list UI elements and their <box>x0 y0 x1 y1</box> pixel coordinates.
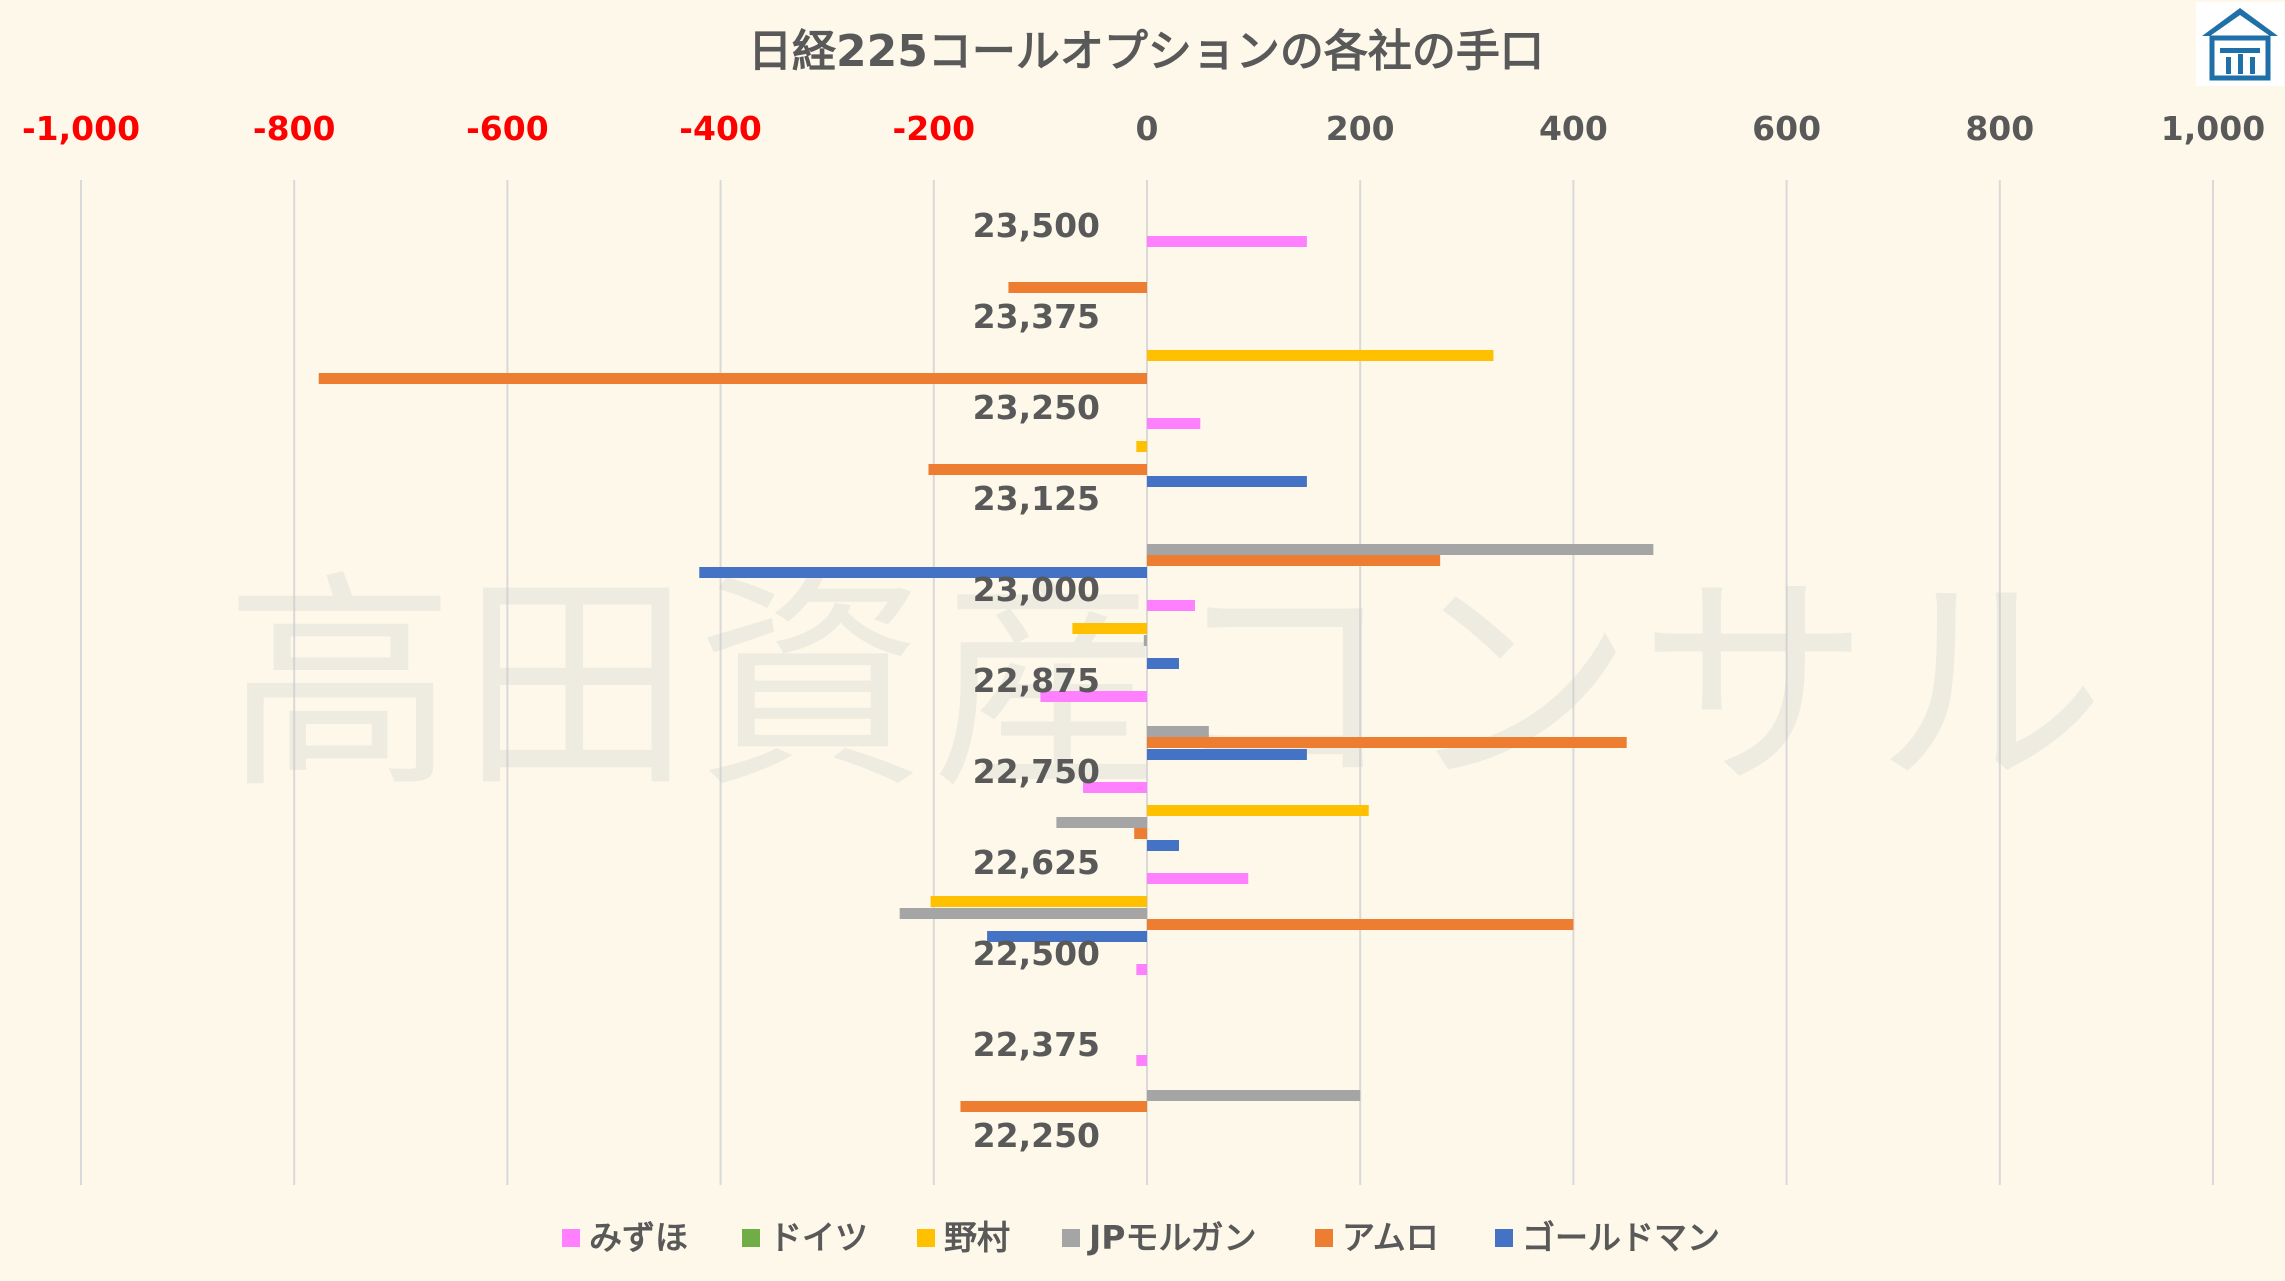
legend-label: ドイツ <box>769 1218 868 1257</box>
x-tick-label: -600 <box>466 109 549 148</box>
legend-swatch <box>742 1229 760 1247</box>
bar <box>1147 658 1179 669</box>
legend-swatch <box>917 1229 935 1247</box>
chart-title: 日経225コールオプションの各社の手口 <box>748 26 1544 77</box>
category-label: 22,375 <box>973 1025 1100 1064</box>
bar <box>1147 1090 1361 1101</box>
legend-label: みずほ <box>589 1218 688 1257</box>
bar <box>930 896 1147 907</box>
bar <box>1040 691 1147 702</box>
bar <box>1147 873 1249 884</box>
legend: みずほ ドイツ 野村 JPモルガン アムロ ゴールドマン <box>562 1218 1720 1257</box>
category-labels: 23,500 23,375 23,250 23,125 23,000 22,875 22,7… <box>973 206 1100 1155</box>
bar <box>1008 282 1147 293</box>
legend-swatch <box>562 1229 580 1247</box>
x-tick-label: -800 <box>253 109 336 148</box>
bar <box>899 908 1147 919</box>
category-label: 22,500 <box>973 934 1100 973</box>
category-label: 22,250 <box>973 1116 1100 1155</box>
category-label: 23,375 <box>973 297 1100 336</box>
bar <box>1147 919 1574 930</box>
category-label: 22,750 <box>973 752 1100 791</box>
x-tick-label: 1,000 <box>2161 109 2265 148</box>
category-label: 22,625 <box>973 843 1100 882</box>
gridlines <box>80 180 2214 1185</box>
legend-swatch <box>1315 1229 1333 1247</box>
bar <box>1147 805 1369 816</box>
bar <box>1136 441 1147 452</box>
bar <box>1056 817 1147 828</box>
bar <box>1147 726 1209 737</box>
bar <box>1147 418 1201 429</box>
x-tick-label: -400 <box>679 109 762 148</box>
x-tick-label: 600 <box>1752 109 1821 148</box>
category-label: 23,125 <box>973 479 1100 518</box>
x-tick-label: -1,000 <box>22 109 140 148</box>
bar <box>1147 544 1654 555</box>
bar <box>1147 555 1441 566</box>
bars <box>318 236 1654 1112</box>
logo-icon <box>2196 2 2284 86</box>
x-tick-label: 400 <box>1539 109 1608 148</box>
category-label: 23,250 <box>973 388 1100 427</box>
x-tick-label: 0 <box>1136 109 1159 148</box>
bar <box>1147 350 1494 361</box>
bar <box>987 931 1147 942</box>
bar <box>1147 236 1307 247</box>
legend-swatch <box>1062 1229 1080 1247</box>
bar <box>1072 623 1147 634</box>
x-tick-label: 200 <box>1326 109 1395 148</box>
category-label: 23,500 <box>973 206 1100 245</box>
bar <box>960 1101 1147 1112</box>
bar <box>1147 476 1307 487</box>
bar <box>1147 840 1179 851</box>
bar <box>1147 600 1195 611</box>
bar <box>1136 964 1147 975</box>
bar <box>1143 635 1147 646</box>
x-tick-label: -200 <box>893 109 976 148</box>
bar <box>1136 1055 1147 1066</box>
bar <box>1147 749 1307 760</box>
category-label: 23,000 <box>973 570 1100 609</box>
bar <box>1134 828 1147 839</box>
bar <box>928 464 1147 475</box>
watermark: 高田資産コンサル <box>225 553 2105 820</box>
x-axis-ticks: -1,000 -800 -600 -400 -200 0 200 400 600 800 1,000 <box>22 109 2265 148</box>
bar <box>318 373 1147 384</box>
legend-label: JPモルガン <box>1087 1218 1256 1257</box>
legend-label: アムロ <box>1342 1218 1439 1257</box>
category-label: 22,875 <box>973 661 1100 700</box>
bar <box>1083 782 1147 793</box>
legend-label: 野村 <box>944 1218 1010 1257</box>
bar <box>1147 737 1627 748</box>
legend-label: ゴールドマン <box>1522 1218 1720 1257</box>
bar <box>699 567 1147 578</box>
legend-swatch <box>1495 1229 1513 1247</box>
x-tick-label: 800 <box>1965 109 2034 148</box>
